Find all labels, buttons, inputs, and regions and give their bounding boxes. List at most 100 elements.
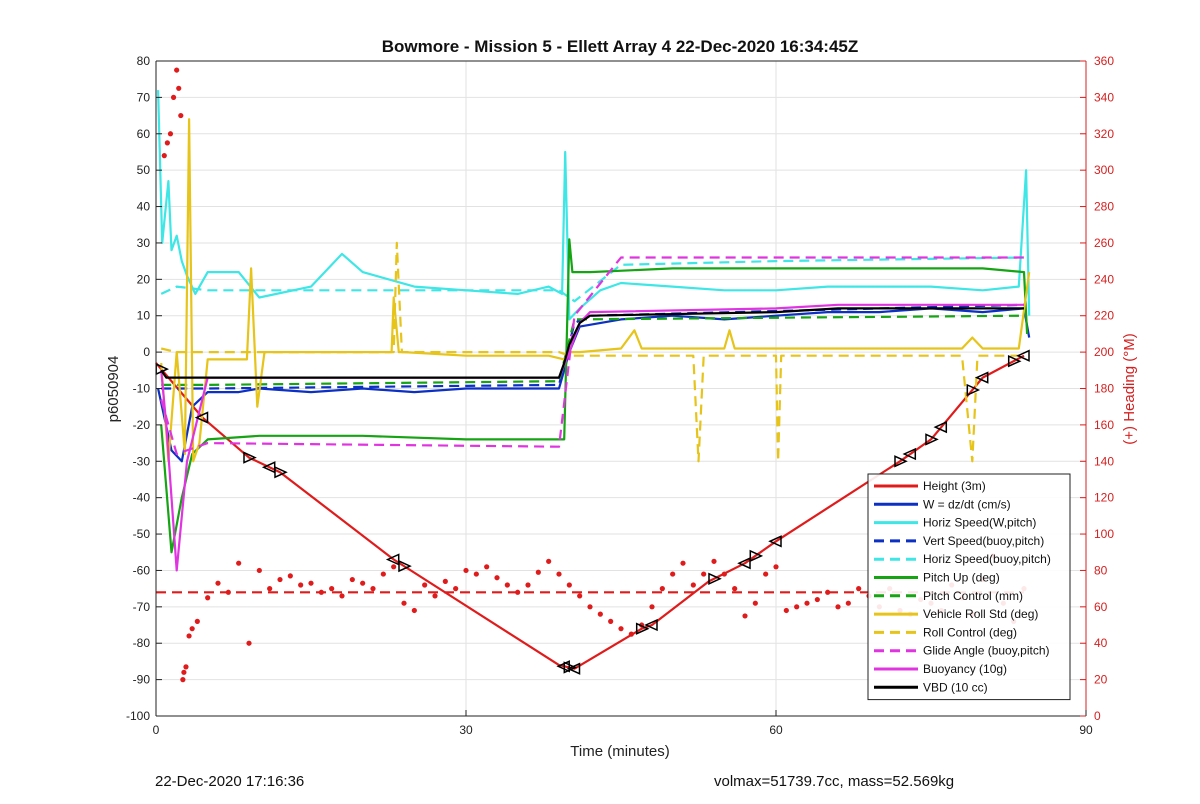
heading-point [473, 571, 479, 577]
heading-point [773, 564, 779, 570]
height-triangle-marker [1016, 349, 1030, 362]
heading-point [170, 94, 177, 100]
y-tick-label: -30 [133, 454, 151, 468]
heading-point [339, 593, 345, 599]
y2-tick-label: 140 [1094, 454, 1114, 468]
legend-box [867, 473, 1071, 701]
footer-volmax-mass: volmax=51739.7cc, mass=52.569kg [714, 773, 955, 790]
legend-label: VBD (10 cc) [923, 680, 988, 694]
heading-point [401, 600, 407, 606]
heading-point [814, 596, 820, 603]
y-tick-label: -10 [133, 382, 151, 396]
x-tick-label: 90 [1079, 723, 1093, 737]
heading-point [752, 600, 758, 606]
heading-point [525, 582, 531, 588]
heading-point [318, 589, 324, 595]
y2-tick-label: 240 [1094, 272, 1114, 286]
y2-tick-label: 220 [1094, 309, 1114, 323]
y-tick-label: 20 [137, 272, 151, 286]
heading-point [349, 576, 355, 583]
y-tick-label: -50 [133, 527, 151, 541]
heading-point [167, 131, 174, 137]
heading-point [225, 589, 231, 595]
mission-chart: Bowmore - Mission 5 - Ellett Array 4 22-… [105, 37, 1138, 760]
series-glide-angle-buoy-pitch [160, 256, 1024, 456]
heading-point [742, 613, 748, 619]
heading-point [535, 569, 541, 575]
y2-tick-label: 260 [1094, 236, 1114, 250]
y2-axis-label: (+) Heading (°M) [1121, 333, 1138, 444]
y-tick-label: -80 [133, 636, 151, 650]
series-vert-speed-buoy-pitch [161, 303, 1025, 390]
heading-point [194, 618, 200, 624]
series-roll-control-deg [160, 241, 1024, 463]
heading-point [161, 153, 167, 159]
heading-point [298, 582, 304, 588]
heading-point [556, 571, 562, 577]
height-triangle-marker [894, 455, 908, 468]
chart-title: Bowmore - Mission 5 - Ellett Array 4 22-… [382, 37, 859, 56]
footer-timestamp: 22-Dec-2020 17:16:36 [155, 773, 305, 790]
y-tick-label: 70 [137, 90, 151, 104]
legend-label: Pitch Up (deg) [923, 571, 1000, 585]
heading-point [267, 586, 273, 592]
heading-point [246, 640, 252, 646]
heading-point [186, 633, 192, 639]
y-tick-label: -20 [133, 418, 151, 432]
heading-point [236, 560, 242, 566]
heading-point [205, 595, 211, 601]
height-triangle-marker [737, 557, 751, 570]
y-tick-label: -60 [133, 563, 151, 577]
legend: Height (3m) W = dz/dt (cm/s) Horiz Speed(W… [867, 473, 1071, 701]
heading-point [701, 571, 707, 577]
heading-point [566, 582, 572, 588]
legend-label: Horiz Speed(buoy,pitch) [923, 552, 1051, 566]
y2-tick-label: 300 [1094, 163, 1114, 177]
heading-point [329, 586, 335, 592]
heading-point [494, 575, 500, 581]
heading-point [732, 586, 738, 592]
y2-tick-label: 160 [1094, 418, 1114, 432]
heading-point [178, 112, 184, 119]
y-axis-label: p6050904 [105, 356, 122, 423]
heading-point [183, 664, 189, 670]
heading-point [721, 571, 727, 577]
heading-point [608, 618, 614, 624]
height-triangle-marker [902, 447, 917, 461]
y2-tick-label: 40 [1094, 636, 1108, 650]
height-triangle-marker [194, 411, 209, 424]
heading-point [442, 578, 448, 584]
y2-tick-label: 100 [1094, 527, 1114, 541]
heading-point [856, 586, 862, 592]
heading-point [391, 564, 397, 570]
y2-tick-label: 360 [1094, 54, 1114, 68]
series-w-dz-dt-cm-s [157, 307, 1031, 463]
y2-tick-label: 80 [1094, 563, 1108, 577]
axes: 0 30 60 90-100-90-80-70-60-50-40-30-20-1001… [126, 54, 1114, 737]
height-triangle-marker [385, 553, 400, 566]
heading-point [845, 600, 851, 606]
x-tick-label: 0 [153, 723, 160, 737]
heading-point [659, 586, 665, 592]
y2-tick-label: 60 [1094, 600, 1108, 614]
height-triangle-marker [925, 433, 939, 446]
y2-tick-label: 200 [1094, 345, 1114, 359]
heading-point [308, 580, 314, 586]
y-tick-label: 60 [137, 127, 151, 141]
heading-point [180, 677, 186, 683]
height-triangle-marker [1007, 355, 1022, 368]
y-tick-label: -90 [133, 673, 151, 687]
legend-label: W = dz/dt (cm/s) [923, 497, 1011, 511]
y2-tick-label: 320 [1094, 127, 1114, 141]
y2-tick-label: 340 [1094, 90, 1114, 104]
series-horiz-speed-buoy-pitch [160, 256, 1025, 303]
heading-point [411, 607, 417, 614]
height-triangle-markers [155, 349, 1030, 675]
legend-label: Glide Angle (buoy,pitch) [923, 644, 1050, 658]
height-triangle-marker [644, 618, 658, 632]
legend-label: Vert Speed(buoy,pitch) [923, 534, 1044, 548]
height-triangle-marker [635, 622, 650, 635]
heading-point [277, 576, 283, 583]
heading-point [587, 604, 593, 610]
heading-point [825, 589, 831, 595]
